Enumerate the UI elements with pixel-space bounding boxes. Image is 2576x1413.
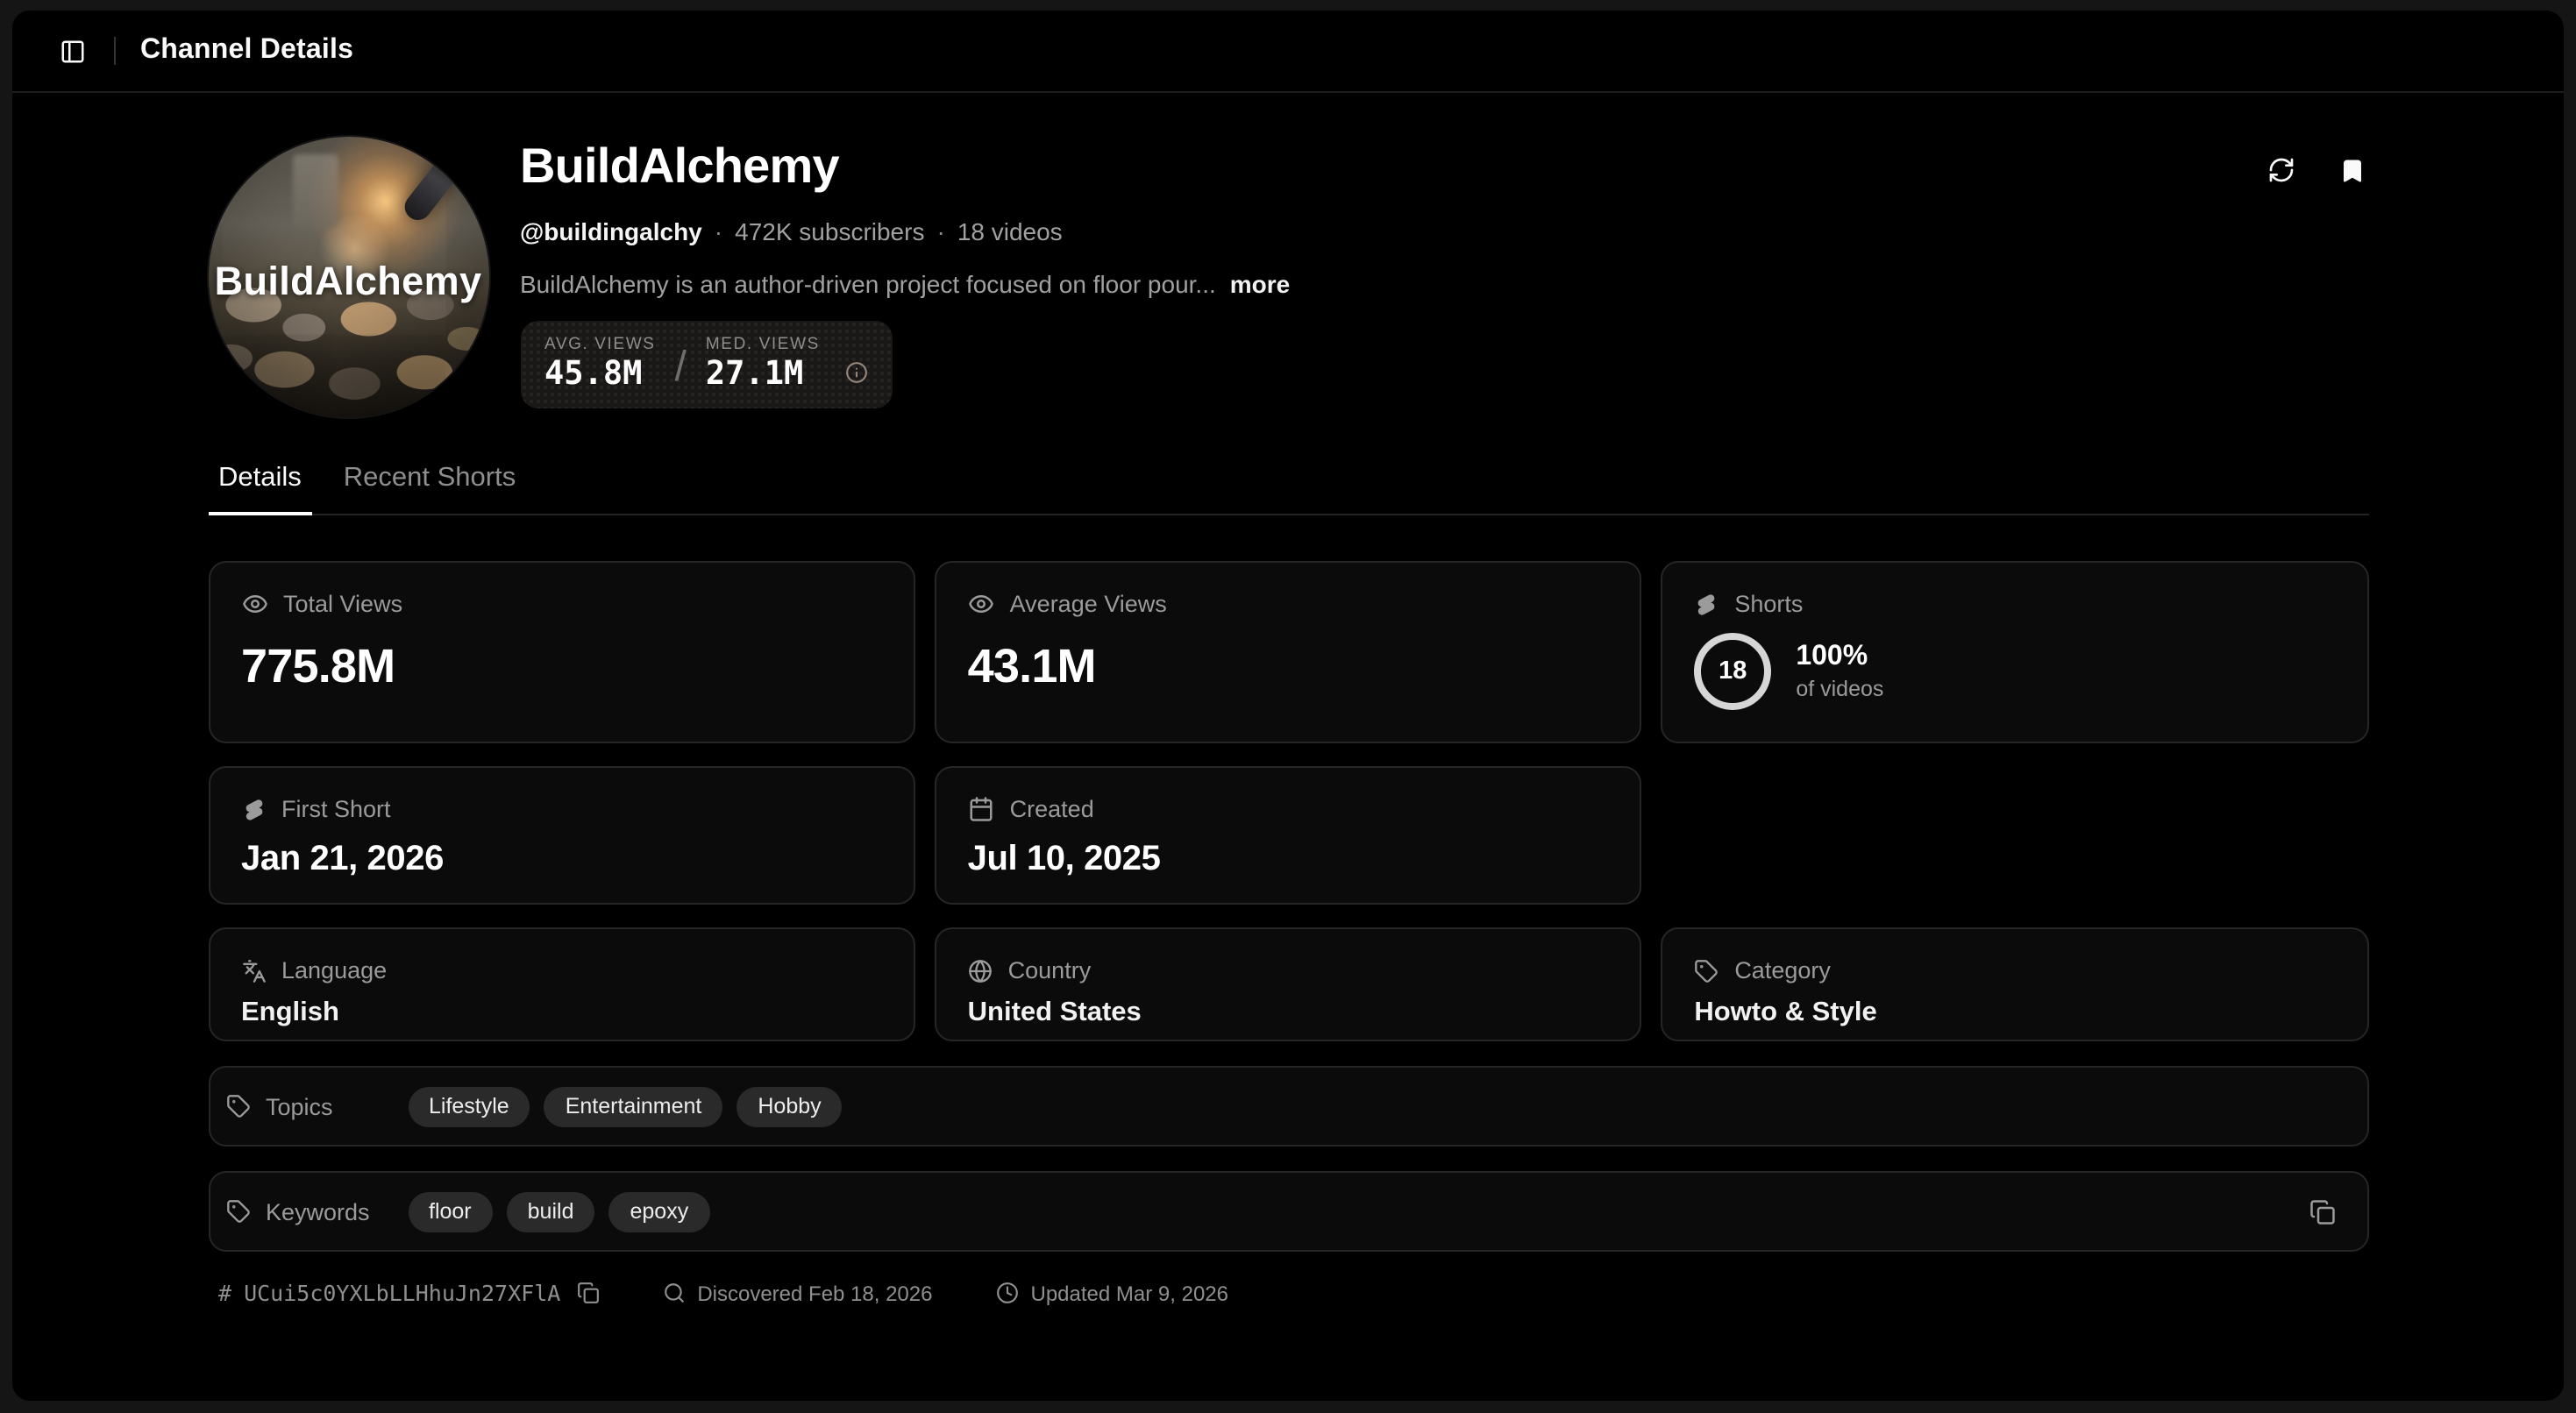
page-title: Channel Details [140,35,354,65]
chip: floor [408,1191,493,1232]
channel-header: BuildAlchemy BuildAlchemy [208,137,2368,417]
bookmark-icon [2344,159,2361,181]
med-views-stat: MED. VIEWS 27.1M [705,334,820,393]
copy-icon [2309,1199,2334,1224]
card-language: Language English [208,927,915,1041]
channel-meta: @buildingalchy · 472K subscribers · 18 v… [520,217,1063,245]
tab-details[interactable]: Details [208,463,313,515]
avatar-overlay-text: BuildAlchemy [214,259,482,304]
discovered-date: Discovered Feb 18, 2026 [697,1281,933,1305]
shorts-count-ring: 18 [1694,633,1772,710]
shorts-icon [1697,593,1715,614]
copy-keywords-button[interactable] [2305,1195,2338,1228]
card-created: Created Jul 10, 2025 [934,766,1642,905]
discovered-group: Discovered Feb 18, 2026 [662,1281,933,1305]
meta-footer: # UCui5c0YXLbLLHhuJn27XFlA Discovered Fe… [208,1280,2368,1306]
video-count: 18 videos [957,217,1063,245]
shorts-sub-label: of videos [1796,677,1884,701]
channel-id: UCui5c0YXLbLLHhuJn27XFlA [244,1280,561,1306]
keywords-chip-list: floor build epoxy [408,1191,710,1232]
tab-bar: Details Recent Shorts [208,463,2368,515]
content: BuildAlchemy BuildAlchemy [208,137,2368,1306]
panel-left-icon [60,39,83,62]
topbar: Channel Details [12,11,2564,93]
keywords-row: Keywords floor build epoxy [208,1171,2368,1252]
topbar-divider [114,37,116,65]
channel-description: BuildAlchemy is an author-driven project… [520,269,1291,298]
card-category: Category Howto & Style [1661,927,2368,1041]
country-value: United States [967,998,1142,1027]
chip: build [506,1191,595,1232]
globe-icon [968,959,992,982]
tag-icon [226,1095,249,1118]
created-value: Jul 10, 2025 [967,840,1161,878]
channel-info: BuildAlchemy @buildingalchy · [520,137,2368,417]
header-actions [2265,154,2368,186]
copy-channel-id-button[interactable] [576,1282,599,1304]
average-views-value: 43.1M [967,640,1097,692]
views-stats-box: AVG. VIEWS 45.8M / MED. VIEWS 27.1M [520,320,893,408]
shorts-icon [245,799,262,820]
card-total-views: Total Views 775.8M [208,561,915,743]
more-button[interactable]: more [1229,269,1291,298]
subscriber-count: 472K subscribers [735,217,925,245]
calendar-icon [970,797,993,821]
topics-row: Topics Lifestyle Entertainment Hobby [208,1066,2368,1147]
refresh-button[interactable] [2265,154,2296,186]
stats-grid: Total Views 775.8M Average Views 43.1M S… [208,561,2368,1041]
eye-icon [968,595,993,613]
med-views-value: 27.1M [705,355,804,393]
tag-icon [1695,959,1719,982]
bookmark-button[interactable] [2337,154,2368,186]
channel-name: BuildAlchemy [520,138,840,193]
shorts-percent: 100% [1796,642,1868,671]
info-icon [846,361,868,383]
channel-avatar: BuildAlchemy [208,137,488,417]
eye-icon [242,595,267,613]
grid-spacer [1661,766,2368,905]
chip: epoxy [608,1191,710,1232]
first-short-value: Jan 21, 2026 [241,840,444,878]
topics-chip-list: Lifestyle Entertainment Hobby [408,1086,843,1126]
keywords-label: Keywords [225,1198,408,1225]
search-icon [664,1283,684,1303]
languages-icon [242,959,265,982]
card-average-views: Average Views 43.1M [934,561,1642,743]
chip: Hobby [737,1086,843,1126]
updated-date: Updated Mar 9, 2026 [1030,1281,1229,1305]
hash-prefix: # [218,1280,232,1306]
total-views-value: 775.8M [241,640,395,692]
language-value: English [241,998,339,1027]
channel-handle: @buildingalchy [520,217,702,245]
card-shorts: Shorts 18 100% of videos [1661,561,2368,743]
sidebar-toggle-button[interactable] [47,26,96,75]
avg-views-value: 45.8M [544,355,643,393]
tab-recent-shorts[interactable]: Recent Shorts [333,463,526,514]
main-panel: Channel Details BuildAlchemy BuildAlchem… [12,11,2564,1401]
channel-id-group: # UCui5c0YXLbLLHhuJn27XFlA [218,1280,599,1306]
chip: Lifestyle [408,1086,530,1126]
clock-icon [996,1282,1018,1303]
topics-label: Topics [225,1093,408,1119]
card-country: Country United States [934,927,1642,1041]
copy-icon [577,1282,599,1303]
card-first-short: First Short Jan 21, 2026 [208,766,915,905]
tag-icon [226,1200,249,1223]
refresh-icon [2268,158,2293,182]
category-value: Howto & Style [1694,998,1877,1027]
views-info-button[interactable] [846,361,869,384]
avg-views-stat: AVG. VIEWS 45.8M [544,334,656,393]
chip: Entertainment [544,1086,723,1126]
updated-group: Updated Mar 9, 2026 [996,1281,1229,1305]
